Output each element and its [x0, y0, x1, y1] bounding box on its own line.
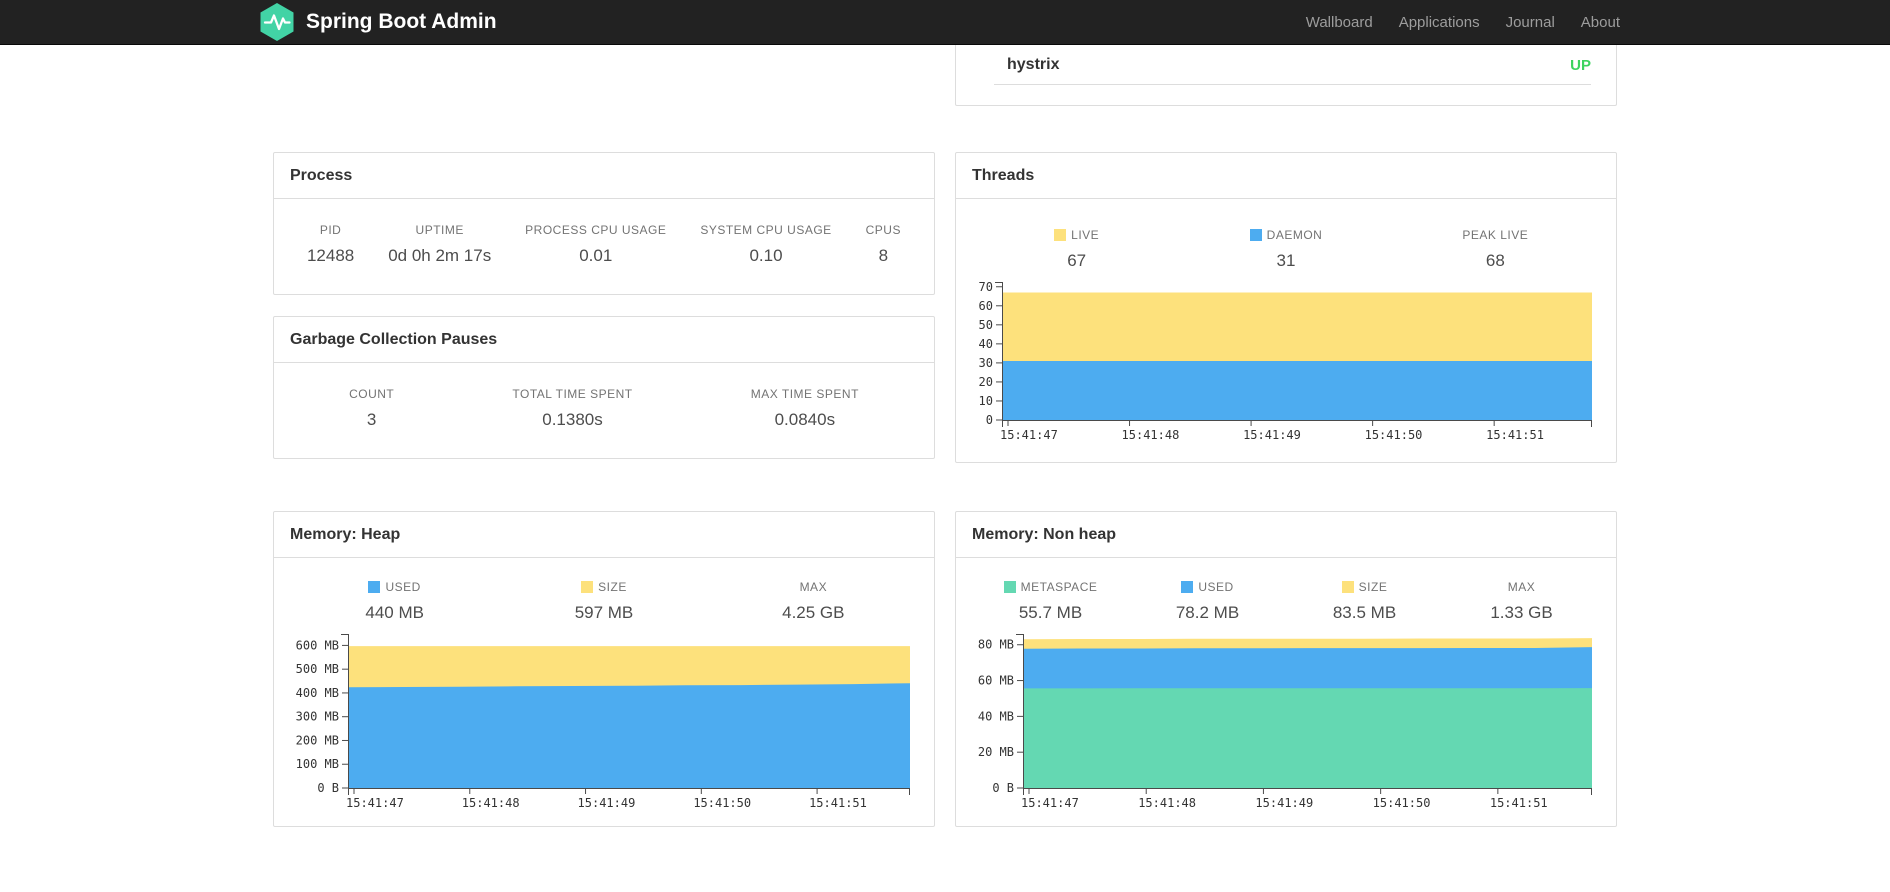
memory-heap-card-title: Memory: Heap: [274, 512, 934, 558]
svg-text:15:41:49: 15:41:49: [578, 796, 636, 810]
heap-metrics: USED 440 MB SIZE 597 MB MAX 4.25 GB: [290, 580, 918, 623]
svg-text:10: 10: [979, 394, 993, 408]
svg-text:80 MB: 80 MB: [978, 638, 1014, 652]
size-series-swatch: [581, 581, 594, 593]
status-badge: UP: [1570, 56, 1591, 74]
svg-text:300 MB: 300 MB: [296, 710, 339, 724]
navbar: Spring Boot Admin Wallboard Applications…: [0, 0, 1890, 45]
svg-text:500 MB: 500 MB: [296, 662, 339, 676]
metric-gc-max-time: MAX TIME SPENT 0.0840s: [750, 387, 859, 429]
svg-text:200 MB: 200 MB: [296, 733, 339, 747]
svg-text:15:41:51: 15:41:51: [809, 796, 867, 810]
svg-text:15:41:49: 15:41:49: [1255, 796, 1313, 810]
metric-nonheap-max: MAX 1.33 GB: [1490, 580, 1553, 622]
svg-text:20: 20: [979, 375, 993, 389]
svg-text:0 B: 0 B: [317, 781, 339, 795]
svg-text:15:41:48: 15:41:48: [1138, 796, 1196, 810]
memory-nonheap-card: Memory: Non heap METASPACE 55.7 MB USED …: [955, 511, 1617, 827]
navbar-links: Wallboard Applications Journal About: [1293, 0, 1632, 45]
svg-text:400 MB: 400 MB: [296, 686, 339, 700]
svg-text:15:41:48: 15:41:48: [462, 796, 520, 810]
metric-cpus: CPUS 8: [865, 223, 901, 265]
svg-text:100 MB: 100 MB: [296, 757, 339, 771]
svg-text:0 B: 0 B: [992, 781, 1014, 795]
nav-item-journal[interactable]: Journal: [1505, 13, 1555, 31]
nonheap-metrics: METASPACE 55.7 MB USED 78.2 MB SIZE 83.5…: [972, 580, 1600, 623]
svg-text:15:41:48: 15:41:48: [1122, 428, 1180, 442]
health-card-spacer: [956, 85, 1616, 105]
nav-item-applications[interactable]: Applications: [1398, 13, 1480, 31]
metric-process-cpu-usage: PROCESS CPU USAGE 0.01: [525, 223, 667, 265]
threads-metrics: LIVE 67 DAEMON 31 PEAK LIVE 68: [972, 228, 1600, 271]
svg-text:40: 40: [979, 337, 993, 351]
svg-text:15:41:49: 15:41:49: [1243, 428, 1301, 442]
process-metrics: PID 12488 UPTIME 0d 0h 2m 17s PROCESS CP…: [290, 223, 918, 266]
metric-nonheap-metaspace: METASPACE 55.7 MB: [972, 580, 1129, 623]
svg-text:15:41:51: 15:41:51: [1486, 428, 1544, 442]
threads-card: Threads LIVE 67 DAEMON 31 PEAK LIVE: [955, 152, 1617, 463]
size-series-swatch: [1341, 581, 1354, 593]
metric-heap-size: SIZE 597 MB: [574, 580, 634, 622]
svg-text:15:41:47: 15:41:47: [1000, 428, 1058, 442]
svg-text:40 MB: 40 MB: [978, 709, 1014, 723]
metric-heap-max: MAX 4.25 GB: [782, 580, 845, 622]
gc-card-title: Garbage Collection Pauses: [274, 317, 934, 363]
metric-nonheap-size: SIZE 83.5 MB: [1332, 580, 1397, 622]
memory-nonheap-chart: 0 B 20 MB 40 MB 60 MB 80 MB 15:41:47 15:41:48 1…: [978, 634, 1592, 810]
svg-text:15:41:47: 15:41:47: [1021, 796, 1079, 810]
gc-pauses-card: Garbage Collection Pauses COUNT 3 TOTAL …: [273, 316, 935, 459]
svg-text:70: 70: [979, 280, 993, 294]
metric-pid: PID 12488: [306, 223, 355, 265]
nav-item-wallboard[interactable]: Wallboard: [1305, 13, 1373, 31]
memory-heap-chart: 0 B 100 MB 200 MB 300 MB 400 MB 500 MB 600 MB 1…: [296, 634, 910, 810]
metric-gc-count: COUNT 3: [349, 387, 395, 429]
memory-heap-card: Memory: Heap USED 440 MB SIZE 597 MB MAX: [273, 511, 935, 827]
metric-uptime: UPTIME 0d 0h 2m 17s: [388, 223, 492, 265]
svg-text:60: 60: [979, 299, 993, 313]
metric-threads-peak-live: PEAK LIVE 68: [1462, 228, 1529, 270]
svg-text:15:41:50: 15:41:50: [1365, 428, 1423, 442]
svg-text:15:41:47: 15:41:47: [346, 796, 404, 810]
live-series-swatch: [1054, 229, 1067, 241]
process-card-title: Process: [274, 153, 934, 199]
metric-nonheap-used: USED 78.2 MB: [1175, 580, 1240, 622]
brand-title: Spring Boot Admin: [306, 10, 497, 33]
threads-chart: 0 10 20 30 40 50 60 70 15:41:47 15:41:48 15:41:49 1…: [979, 280, 1592, 442]
gc-metrics: COUNT 3 TOTAL TIME SPENT 0.1380s MAX TIM…: [290, 387, 918, 430]
threads-card-title: Threads: [956, 153, 1616, 199]
nav-item-about[interactable]: About: [1580, 13, 1620, 31]
process-card: Process PID 12488 UPTIME 0d 0h 2m 17s PR…: [273, 152, 935, 295]
svg-text:50: 50: [979, 318, 993, 332]
daemon-series-swatch: [1249, 229, 1262, 241]
svg-text:60 MB: 60 MB: [978, 674, 1014, 688]
svg-text:15:41:51: 15:41:51: [1490, 796, 1548, 810]
svg-text:15:41:50: 15:41:50: [1373, 796, 1431, 810]
svg-text:20 MB: 20 MB: [978, 745, 1014, 759]
health-item-hystrix: hystrix UP: [994, 45, 1591, 85]
health-item-name: hystrix: [1007, 56, 1060, 73]
empty-left-column: [273, 45, 935, 106]
metric-gc-total-time: TOTAL TIME SPENT 0.1380s: [512, 387, 633, 429]
used-series-swatch: [368, 581, 381, 593]
health-card: hystrix UP: [955, 45, 1617, 106]
svg-text:15:41:50: 15:41:50: [693, 796, 751, 810]
main-content: hystrix UP Process PID 12488: [273, 45, 1617, 827]
metaspace-series-swatch: [1003, 581, 1016, 593]
memory-nonheap-card-title: Memory: Non heap: [956, 512, 1616, 558]
svg-text:0: 0: [986, 413, 993, 427]
metric-system-cpu-usage: SYSTEM CPU USAGE 0.10: [700, 223, 832, 265]
used-series-swatch: [1181, 581, 1194, 593]
metric-heap-used: USED 440 MB: [365, 580, 424, 622]
pulse-hexagon-icon: [258, 3, 296, 41]
svg-text:30: 30: [979, 356, 993, 370]
navbar-brand[interactable]: Spring Boot Admin: [258, 3, 497, 41]
svg-text:600 MB: 600 MB: [296, 638, 339, 652]
metric-threads-daemon: DAEMON 31: [1181, 228, 1390, 271]
metric-threads-live: LIVE 67: [972, 228, 1181, 271]
